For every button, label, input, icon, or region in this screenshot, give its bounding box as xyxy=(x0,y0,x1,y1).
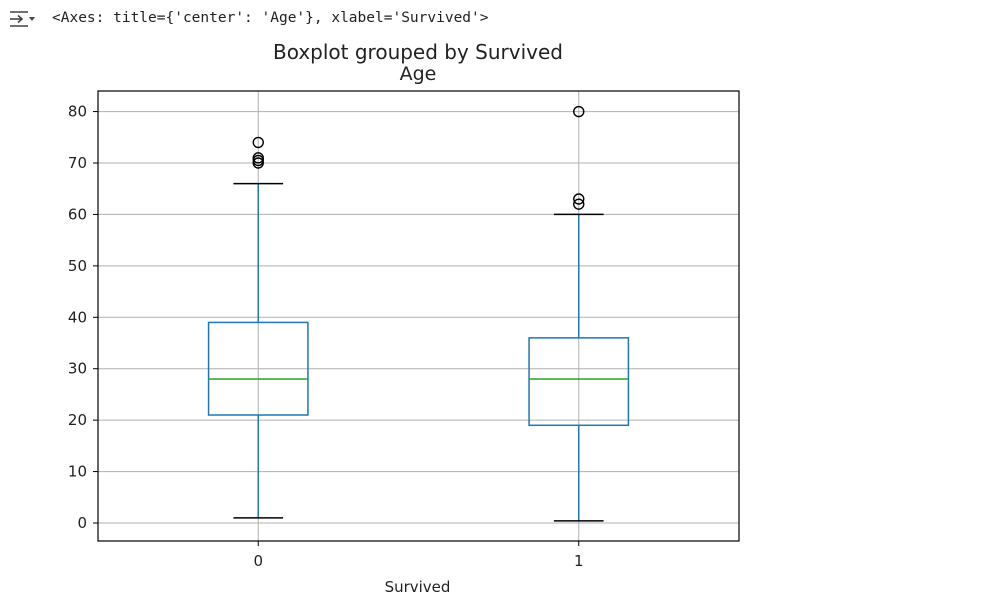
y-tick-label: 30 xyxy=(68,360,87,378)
flier-point xyxy=(252,152,264,164)
chart-suptitle: Boxplot grouped by Survived xyxy=(273,40,563,64)
box-group-0 xyxy=(207,136,309,519)
flier-point xyxy=(573,193,585,205)
flier-point xyxy=(573,198,585,210)
y-tick-label: 40 xyxy=(68,308,87,326)
output-toggle-icon[interactable] xyxy=(8,8,36,32)
flier-point xyxy=(252,136,264,149)
iqr-box xyxy=(207,321,309,416)
y-tick-label: 50 xyxy=(68,257,87,275)
x-tick-label: 0 xyxy=(253,552,263,570)
cell-output-text: <Axes: title={'center': 'Age'}, xlabel='… xyxy=(52,10,489,26)
axes-title: Age xyxy=(400,63,437,85)
x-tick-label: 1 xyxy=(574,552,584,570)
axes-frame xyxy=(97,90,740,542)
y-tick-label: 10 xyxy=(68,463,87,481)
box-group-1 xyxy=(528,105,630,522)
flier-point xyxy=(573,105,585,118)
y-tick-label: 20 xyxy=(68,411,87,429)
y-tick-label: 0 xyxy=(77,514,87,532)
y-tick-label: 60 xyxy=(68,205,87,223)
y-tick-label: 80 xyxy=(68,103,87,121)
y-tick-label: 70 xyxy=(68,154,87,172)
x-axis-label: Survived xyxy=(385,578,451,596)
iqr-box xyxy=(528,337,630,427)
